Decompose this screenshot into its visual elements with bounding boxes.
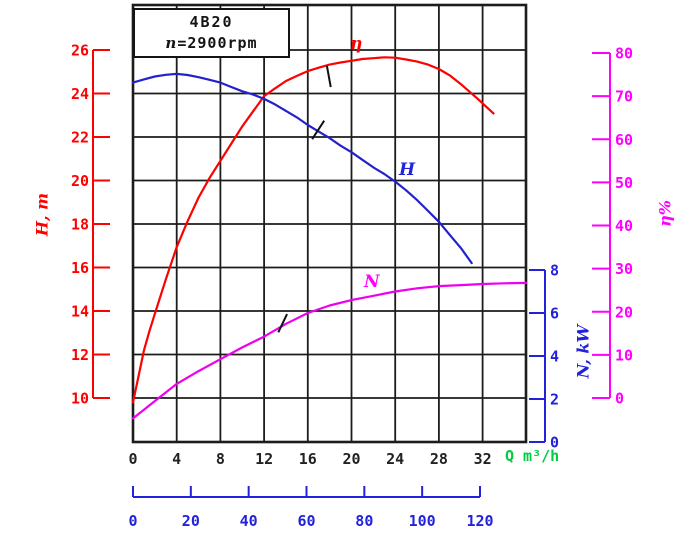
h-axis-tick-label: 16 (71, 259, 89, 277)
eta-axis-tick-label: 20 (615, 303, 633, 321)
rated-point-mark-H (311, 120, 326, 140)
q-secondary-axis-tick-label: 80 (355, 512, 373, 530)
q-axis-tick-label: 32 (474, 450, 492, 468)
q-axis-tick-label: 4 (172, 450, 181, 468)
q-axis-tick-label: 28 (430, 450, 448, 468)
h-axis-tick-label: 14 (71, 303, 89, 321)
n-axis-tick-label: 8 (550, 262, 559, 280)
n-axis-tick-label: 0 (550, 434, 559, 452)
h-axis-title: H, m (32, 192, 52, 237)
h-axis-tick-label: 22 (71, 129, 89, 147)
h-axis-tick-label: 24 (71, 85, 89, 103)
q-axis-tick-label: 16 (299, 450, 317, 468)
n-axis-tick-label: 2 (550, 391, 559, 409)
n-curve-label: N (364, 272, 380, 292)
h-axis-tick-label: 20 (71, 172, 89, 190)
eta-axis-tick-label: 80 (615, 45, 633, 63)
eta-axis-tick-label: 0 (615, 390, 624, 408)
eta-axis-tick-label: 50 (615, 174, 633, 192)
eta-axis-tick-label: 70 (615, 88, 633, 106)
rated-point-mark-eta (325, 65, 332, 88)
h-axis-tick-label: 26 (71, 42, 89, 60)
eta-axis-tick-label: 10 (615, 346, 633, 364)
q-axis-tick-label: 0 (128, 450, 137, 468)
H-curve (131, 72, 473, 265)
eta-axis-tick-label: 60 (615, 131, 633, 149)
q-axis-tick-label: 24 (386, 450, 404, 468)
eta-axis-tick-label: 30 (615, 260, 633, 278)
eta-curve-label: η (350, 34, 363, 54)
q-secondary-axis-tick-label: 60 (297, 512, 315, 530)
pump-speed-label: n=2900rpm (165, 34, 258, 52)
q-secondary-axis-tick-label: 20 (182, 512, 200, 530)
eta-curve (131, 56, 495, 404)
h-axis-tick-label: 12 (71, 346, 89, 364)
q-secondary-axis-tick-label: 120 (466, 512, 493, 530)
q-axis-tick-label: 8 (216, 450, 225, 468)
pump-model-label: 4B20 (189, 13, 234, 31)
n-axis-tick-label: 6 (550, 305, 559, 323)
chart-title-box: 4B20 n=2900rpm (133, 8, 290, 58)
n-axis-tick-label: 4 (550, 348, 559, 366)
q-secondary-axis-tick-label: 40 (240, 512, 258, 530)
eta-axis-tick-label: 40 (615, 217, 633, 235)
h-axis-tick-label: 10 (71, 390, 89, 408)
n-axis-title: N, kW (573, 324, 593, 379)
h-curve-label: H (399, 160, 416, 180)
q-axis-title: Q m³/h (505, 447, 560, 465)
h-axis-tick-label: 18 (71, 216, 89, 234)
q-axis-tick-label: 20 (342, 450, 360, 468)
plot-frame (131, 3, 528, 444)
eta-axis-title: η% (655, 200, 675, 227)
N-curve (131, 281, 528, 420)
rated-point-mark-N (277, 313, 288, 333)
q-secondary-axis-tick-label: 100 (409, 512, 436, 530)
q-axis-tick-label: 12 (255, 450, 273, 468)
q-secondary-axis-tick-label: 0 (128, 512, 137, 530)
